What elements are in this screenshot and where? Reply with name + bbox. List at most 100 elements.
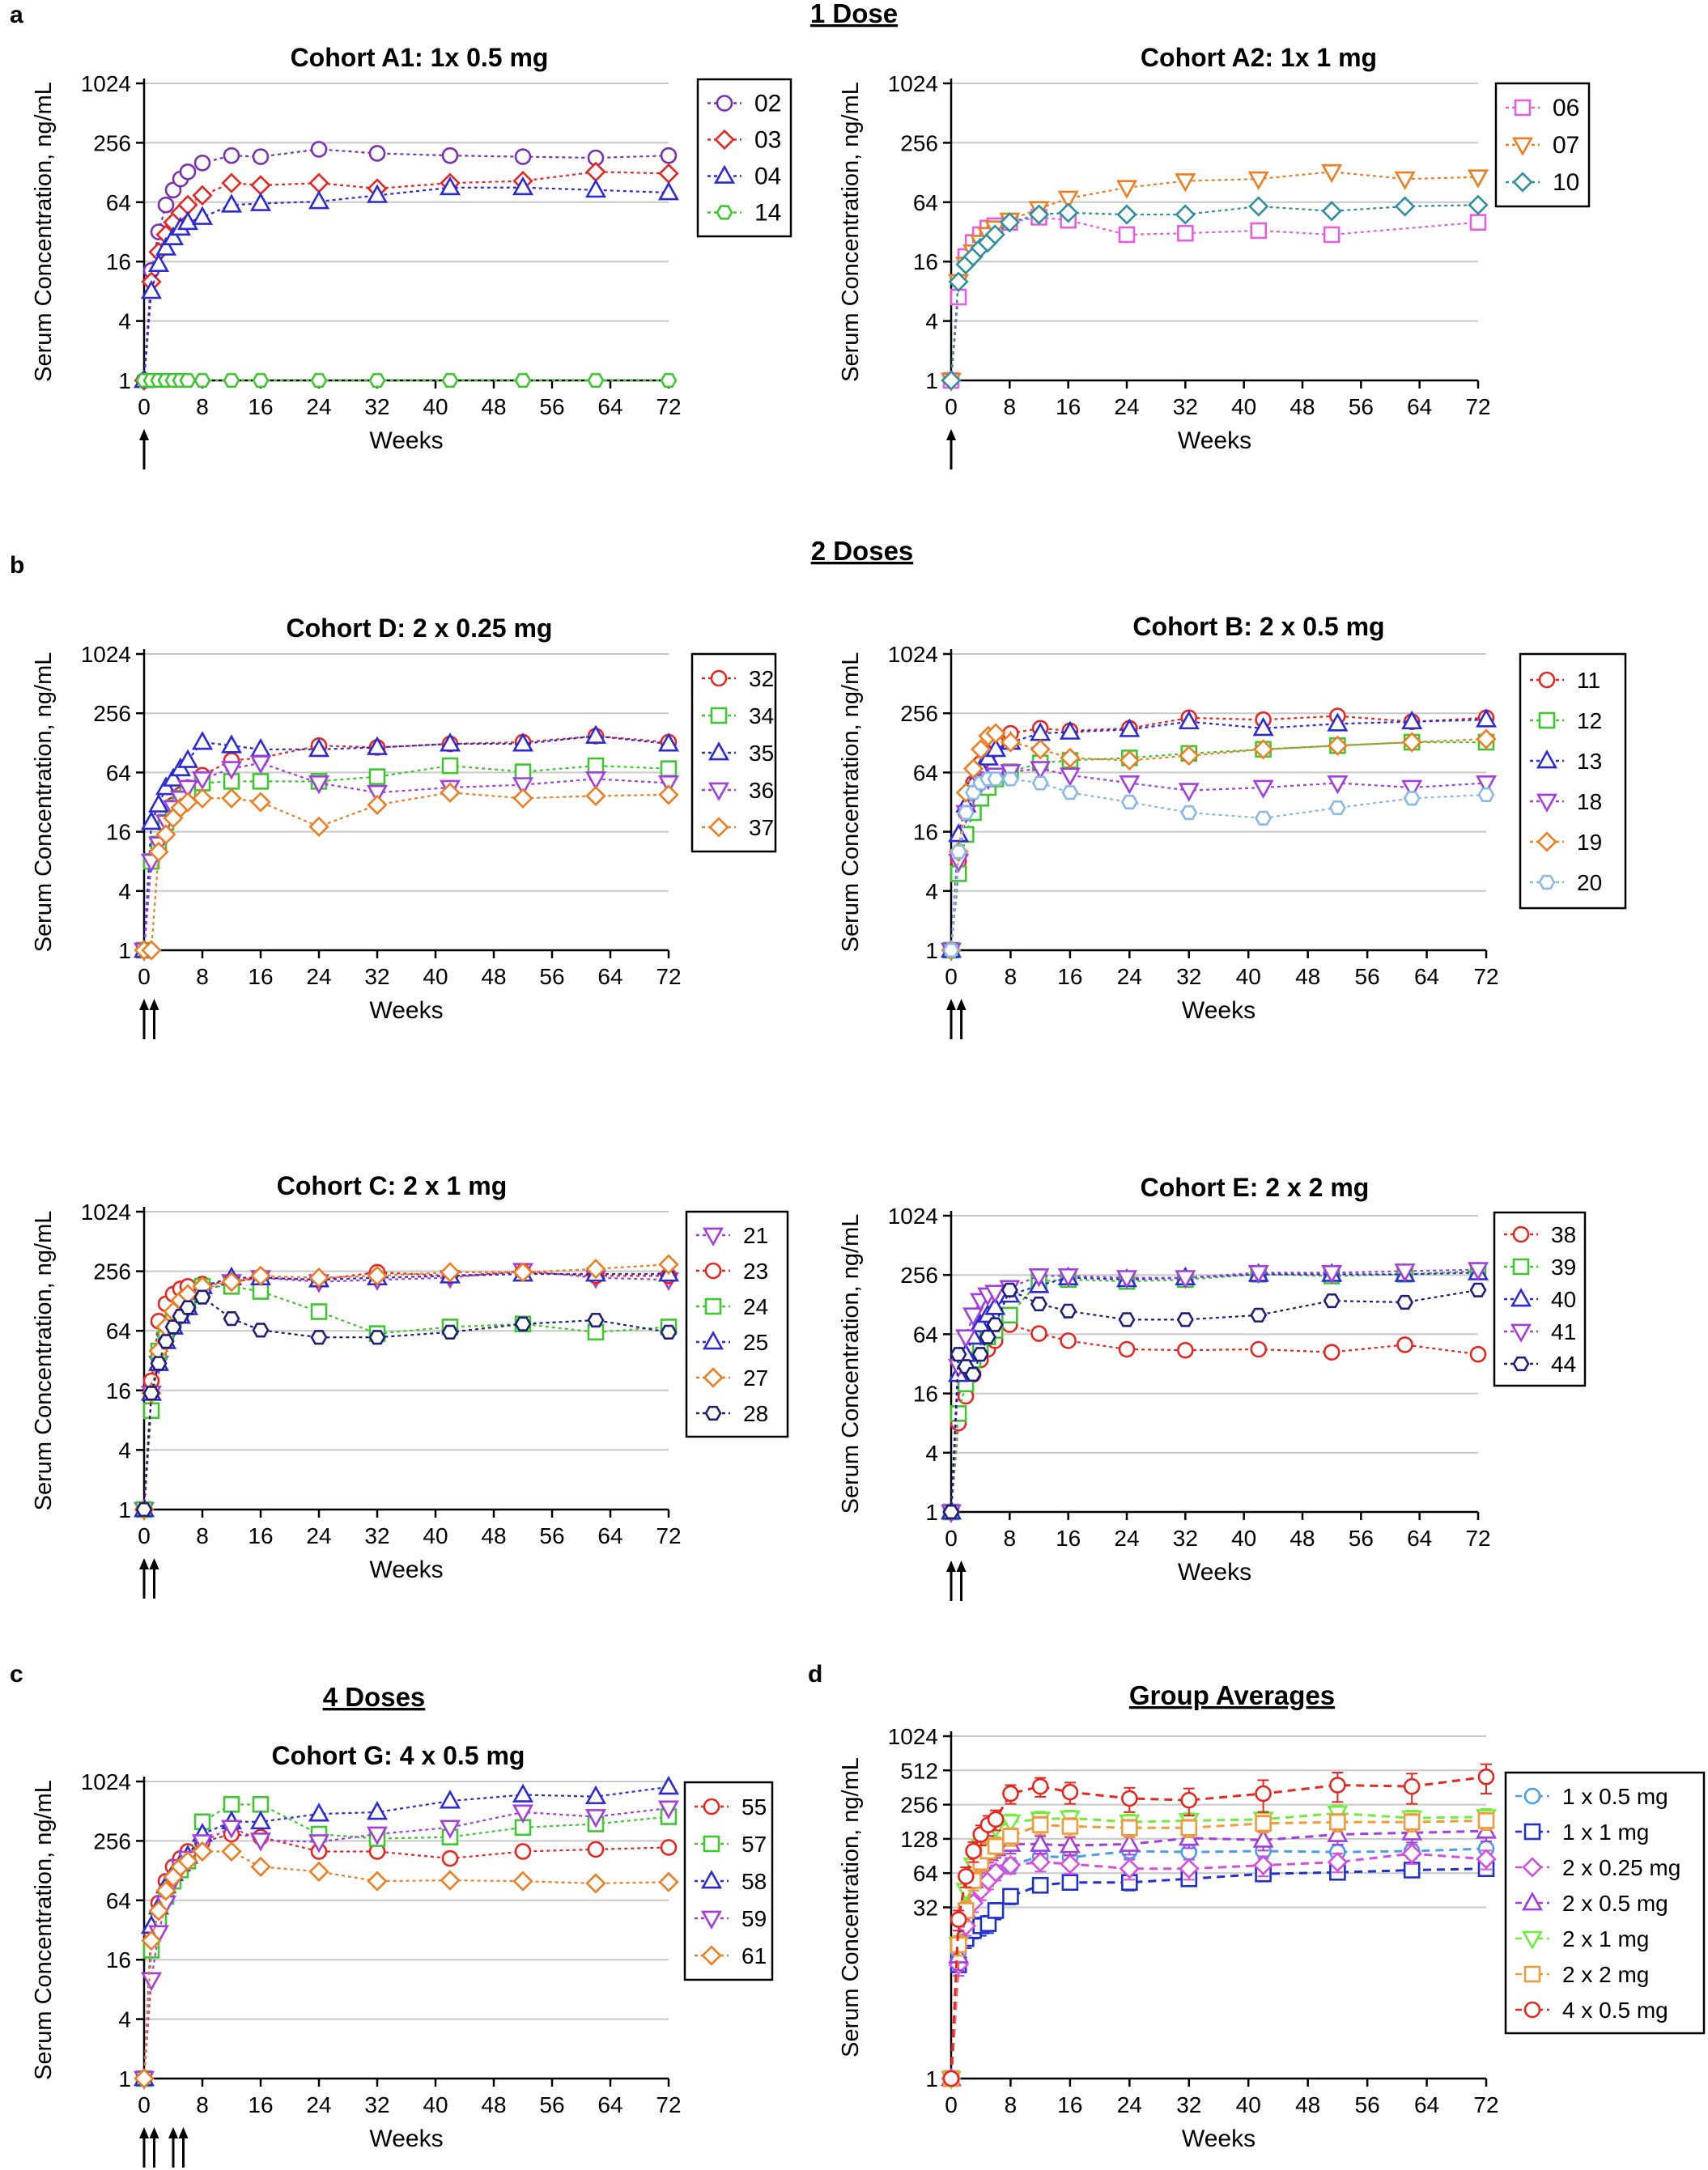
data-point: [958, 1867, 975, 1885]
legend-label: 28: [743, 1401, 768, 1426]
x-tick-label: 40: [1236, 964, 1261, 989]
x-tick-label: 16: [248, 964, 273, 989]
series-line: [142, 1850, 669, 2079]
series-line: [950, 216, 1479, 381]
data-point: [1000, 1814, 1022, 1834]
data-point: [1475, 708, 1498, 728]
data-point: [1060, 747, 1081, 769]
data-point: [366, 184, 389, 203]
legend-label: 1 x 1 mg: [1562, 1820, 1649, 1845]
data-point: [1247, 1264, 1269, 1285]
series-line: [142, 171, 669, 381]
x-tick-label: 24: [1114, 394, 1139, 419]
x-tick-label: 48: [1289, 1526, 1315, 1551]
series-line: [950, 719, 1487, 951]
data-point: [512, 1262, 533, 1283]
data-point: [1030, 1851, 1051, 1873]
data-point: [250, 1856, 271, 1877]
data-point: [965, 1842, 982, 1860]
data-point: [150, 1356, 168, 1371]
y-tick-label: 256: [900, 1263, 938, 1288]
data-point: [1175, 204, 1196, 225]
y-tick-label: 1024: [81, 1769, 131, 1794]
series-line: [950, 204, 1479, 381]
y-axis-label: Serum Concentration, ng/mL: [31, 652, 57, 953]
y-tick-label: 256: [900, 701, 938, 726]
y-tick-label: 16: [106, 1378, 131, 1403]
legend-marker: [713, 164, 736, 184]
data-point: [162, 767, 185, 787]
x-axis-label: Weeks: [1178, 1559, 1251, 1586]
chart-cohort-d: Cohort D: 2 x 0.25 mg 1 4 16 64 256 1024 0 8 16 24…: [31, 614, 777, 1039]
legend-box: [1519, 652, 1627, 910]
series-line: [142, 1803, 669, 2079]
x-tick-label: 32: [1173, 394, 1198, 419]
legend-label: 27: [743, 1365, 768, 1391]
y-tick-label: 1024: [81, 642, 131, 667]
data-point: [223, 1311, 240, 1327]
section-title-1-dose: 1 Dose: [810, 0, 898, 28]
data-point: [1255, 1785, 1272, 1803]
data-point: [1178, 783, 1200, 802]
data-point: [1060, 1332, 1077, 1349]
x-tick-label: 16: [1056, 394, 1081, 419]
data-point: [1121, 1790, 1138, 1807]
x-tick-label: 64: [1407, 1526, 1432, 1551]
data-point: [366, 1826, 389, 1845]
data-point: [221, 1272, 242, 1293]
data-point: [135, 1501, 153, 1518]
data-point: [942, 1504, 960, 1520]
dose-arrowhead: [946, 429, 956, 440]
data-point: [1477, 787, 1495, 803]
x-tick-label: 24: [306, 2092, 331, 2117]
data-point: [366, 784, 389, 805]
x-tick-label: 32: [1176, 964, 1201, 989]
y-tick-label: 1: [118, 2066, 131, 2091]
data-point: [368, 768, 386, 785]
legend-marker: [1512, 1225, 1530, 1243]
chart-title: Cohort B: 2 x 0.5 mg: [1132, 612, 1384, 641]
data-point: [177, 1850, 198, 1871]
data-point: [660, 760, 678, 777]
legend-label: 57: [741, 1832, 767, 1857]
data-point: [1401, 732, 1422, 753]
x-tick-label: 64: [597, 394, 622, 419]
legend-label: 12: [1577, 708, 1602, 733]
panel-letter-c: c: [10, 1661, 23, 1688]
data-point: [1030, 1832, 1052, 1852]
y-tick-label: 1: [925, 2066, 938, 2091]
data-point: [660, 1839, 678, 1856]
y-tick-label: 1: [118, 368, 131, 393]
x-tick-label: 56: [1355, 964, 1380, 989]
series-line: [142, 735, 669, 951]
x-tick-label: 24: [1117, 964, 1142, 989]
data-point: [1031, 1876, 1049, 1894]
x-tick-label: 64: [1414, 2092, 1439, 2117]
data-point: [657, 181, 680, 201]
data-point: [1247, 171, 1269, 191]
data-point: [368, 145, 386, 162]
data-point: [250, 1265, 271, 1286]
data-point: [1058, 202, 1079, 223]
data-point: [179, 1300, 197, 1315]
legend-marker: [710, 707, 728, 724]
data-point: [1250, 222, 1268, 240]
dose-arrowhead: [956, 999, 967, 1010]
data-point: [971, 1347, 989, 1362]
series-19: [941, 723, 1497, 961]
legend-label: 07: [1553, 132, 1579, 159]
x-tick-label: 32: [1176, 2092, 1201, 2117]
x-tick-label: 24: [306, 394, 331, 419]
y-axis-label: Serum Concentration, ng/mL: [838, 1757, 864, 2057]
x-tick-label: 72: [1465, 394, 1490, 419]
data-point: [1476, 728, 1497, 750]
x-tick-label: 40: [423, 1523, 448, 1548]
legend-marker: [1522, 1857, 1543, 1878]
data-point: [179, 372, 197, 389]
data-point: [440, 782, 461, 803]
series-line: [950, 1270, 1479, 1513]
x-tick-label: 0: [138, 1523, 151, 1548]
dose-arrowhead: [139, 1558, 149, 1569]
y-tick-label: 64: [106, 760, 131, 785]
legend-label: 18: [1577, 789, 1602, 814]
